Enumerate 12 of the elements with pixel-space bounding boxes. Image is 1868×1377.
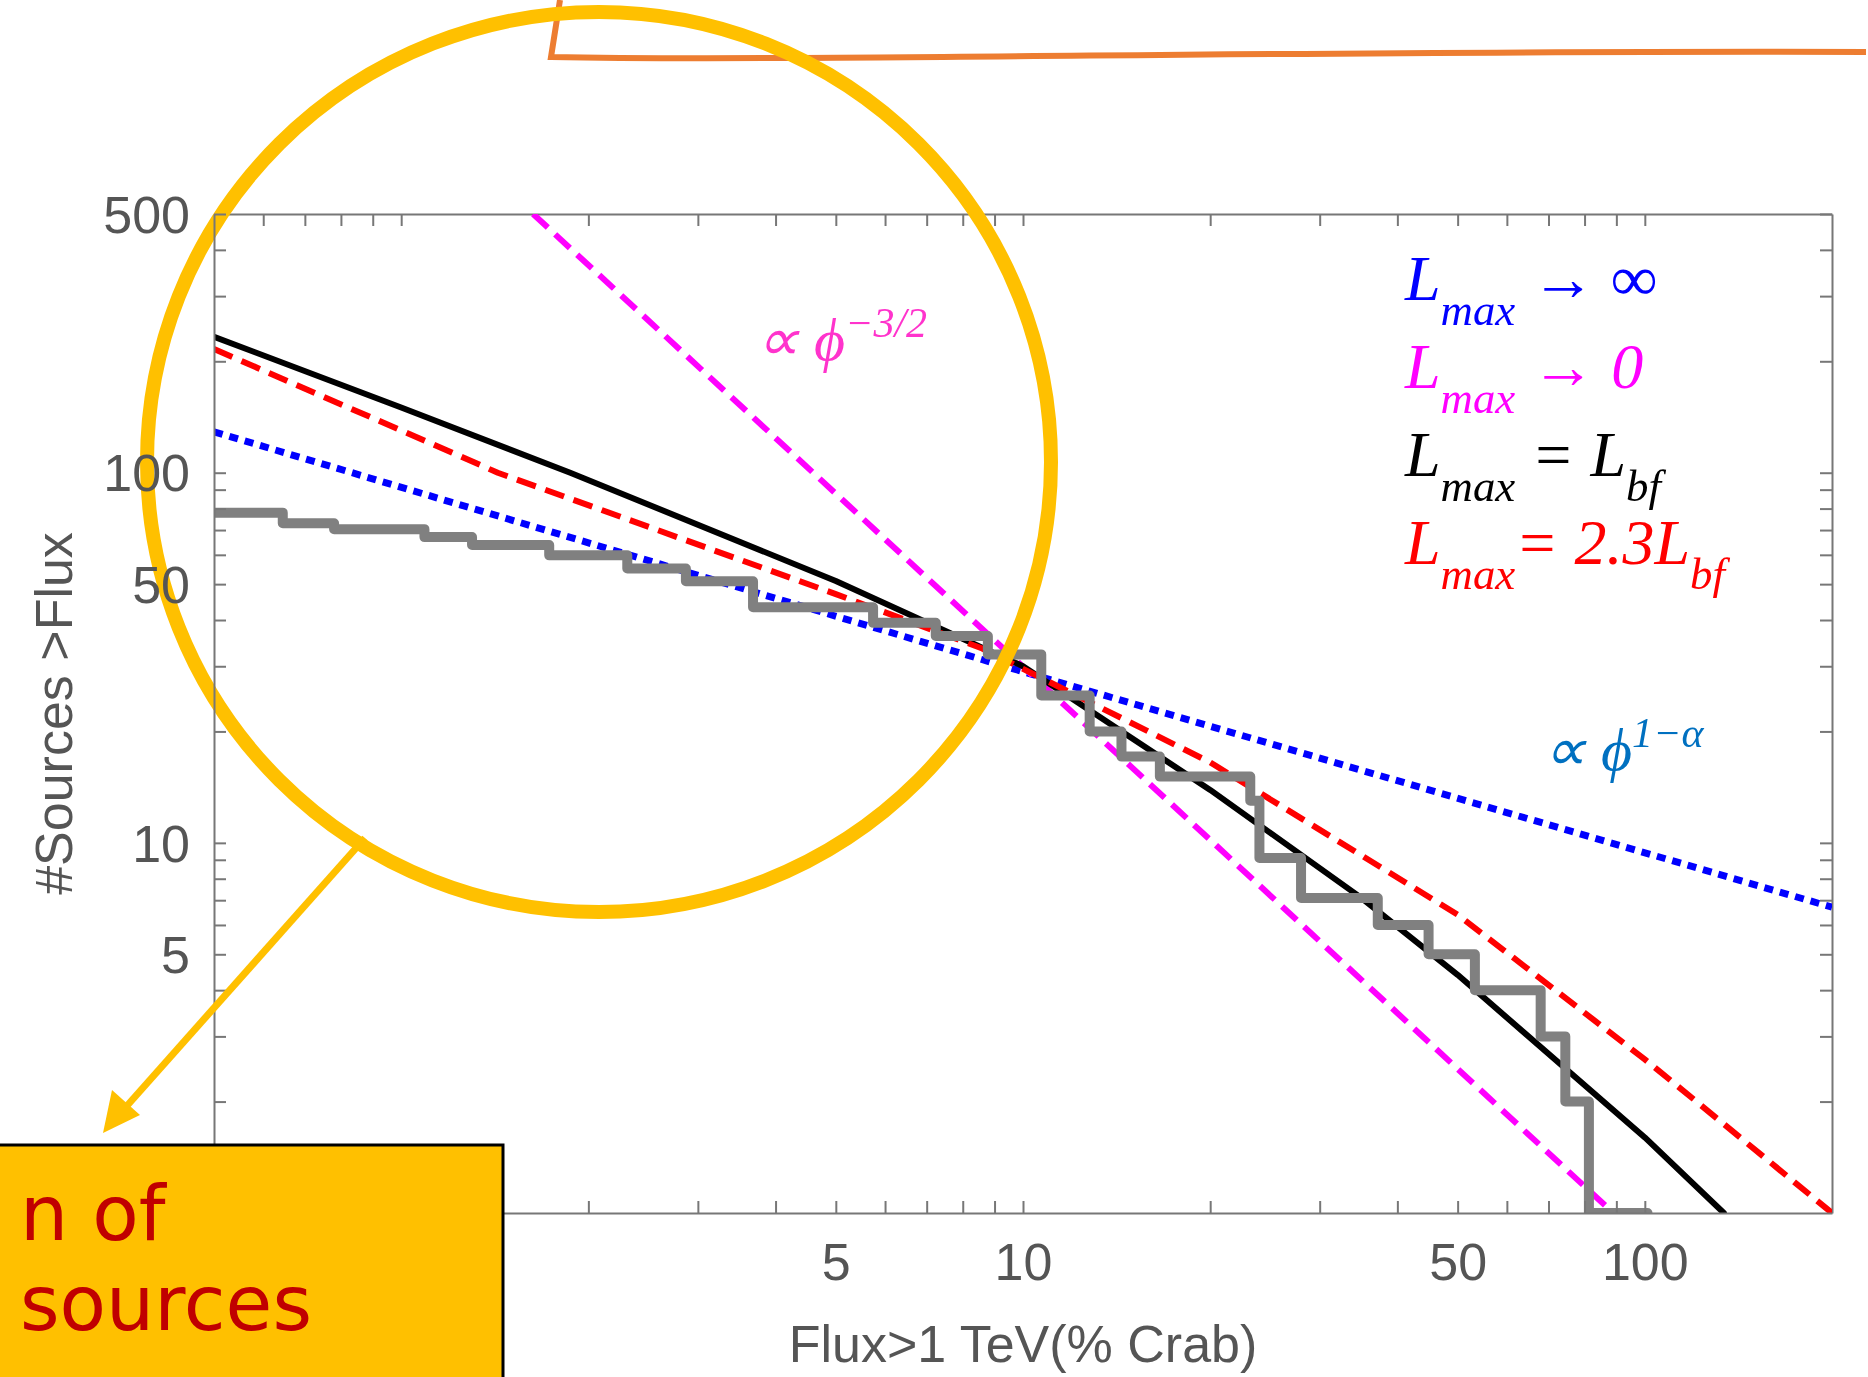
y-tick-label: 10 bbox=[132, 814, 190, 873]
x-tick-label: 50 bbox=[1429, 1232, 1488, 1291]
x-tick-label: 5 bbox=[821, 1232, 851, 1291]
y-axis-title: #Sources >Flux bbox=[25, 532, 83, 895]
x-tick-label: 100 bbox=[1601, 1232, 1689, 1291]
annotation: ∝ ϕ$^{1−α}$ bbox=[1543, 710, 1705, 783]
x-tick-label: 10 bbox=[994, 1232, 1053, 1291]
y-tick-label: 5 bbox=[161, 925, 190, 984]
annotation: ∝ ϕ$^{−3/2}$ bbox=[756, 300, 928, 373]
y-tick-label: 500 bbox=[103, 185, 190, 244]
annotation: n of sources bbox=[20, 1169, 312, 1348]
x-axis-title: Flux>1 TeV(% Crab) bbox=[788, 1315, 1258, 1373]
